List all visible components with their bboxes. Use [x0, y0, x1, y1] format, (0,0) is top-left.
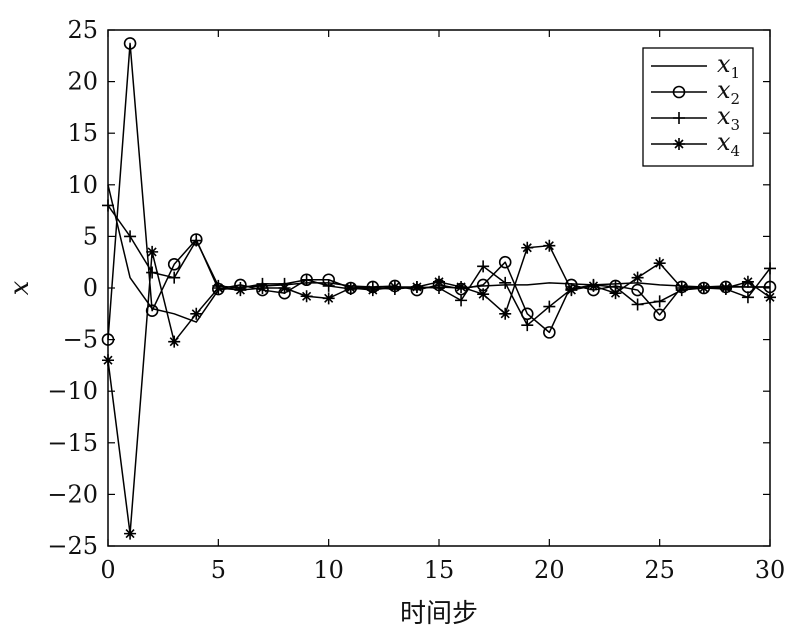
data-point-x2	[167, 257, 181, 271]
data-point-x4	[278, 282, 291, 294]
data-point-x3	[499, 276, 512, 289]
legend-label-x4: x4	[717, 128, 740, 160]
x-tick-label: 25	[644, 556, 675, 584]
data-point-x4	[212, 282, 225, 294]
data-point-x4	[609, 287, 622, 300]
x-tick-label: 0	[100, 556, 115, 584]
y-tick-label: 15	[67, 119, 98, 147]
data-point-x4	[543, 239, 556, 252]
y-tick-label: −5	[63, 326, 98, 354]
y-tick-label: 0	[83, 274, 98, 302]
data-point-x4	[587, 279, 600, 292]
y-axis-label: x	[5, 280, 35, 295]
data-point-x2	[498, 255, 512, 269]
data-point-x4	[433, 275, 445, 288]
y-tick-label: −10	[47, 377, 98, 405]
data-point-x4	[190, 307, 203, 320]
data-point-x3	[168, 271, 181, 284]
tick-labels: 0 5 10 15 20 25 30 25 20 15 10 5 0 −5 −10 −15 −20 −25	[47, 16, 785, 584]
data-point-x4	[697, 282, 710, 294]
legend-label-x1: x1	[717, 50, 740, 82]
data-point-x4	[741, 275, 754, 288]
data-point-x4	[565, 284, 578, 297]
data-point-x4	[124, 527, 137, 540]
x-axis-label: 时间步	[400, 599, 478, 629]
data-point-x4	[675, 282, 688, 294]
data-point-x4	[477, 288, 490, 301]
data-point-x2	[653, 308, 666, 322]
data-point-x3	[477, 260, 490, 273]
data-point-x2	[145, 304, 159, 318]
data-point-x4	[234, 284, 247, 297]
legend-marker-x2	[672, 85, 686, 99]
data-point-x3	[543, 300, 556, 313]
data-point-x3	[653, 295, 666, 308]
data-point-x4	[344, 282, 357, 294]
y-tick-label: 25	[67, 16, 98, 44]
data-point-x2	[123, 37, 137, 50]
legend-label-x3: x3	[717, 102, 740, 134]
data-point-x4	[388, 280, 401, 293]
legend-marker-x3	[673, 112, 685, 124]
y-tick-label: 5	[83, 222, 98, 250]
x-tick-label: 10	[313, 556, 344, 584]
data-point-x3	[190, 234, 203, 247]
series-markers	[101, 37, 777, 540]
legend-label-x2: x2	[717, 76, 740, 108]
data-point-x3	[631, 298, 644, 311]
data-point-x4	[256, 282, 269, 294]
data-point-x4	[499, 307, 512, 320]
legend-box	[642, 47, 754, 167]
x-tick-label: 5	[211, 556, 226, 584]
data-point-x3	[455, 294, 468, 307]
data-point-x4	[521, 241, 534, 254]
x-tick-label: 15	[424, 556, 455, 584]
data-point-x4	[653, 257, 666, 270]
y-tick-label: −25	[47, 532, 98, 560]
y-tick-label: 10	[67, 171, 98, 199]
data-point-x3	[146, 266, 159, 279]
data-point-x4	[719, 282, 732, 294]
data-point-x4	[168, 335, 181, 348]
data-point-x4	[146, 245, 159, 258]
y-tick-label: 20	[67, 68, 98, 96]
data-point-x4	[366, 284, 379, 297]
data-point-x3	[741, 291, 754, 304]
data-point-x2	[543, 326, 556, 339]
data-point-x3	[124, 230, 137, 243]
plot-frame	[107, 29, 771, 547]
y-tick-label: −20	[47, 480, 98, 508]
data-point-x2	[631, 283, 644, 297]
data-point-x3	[521, 319, 534, 332]
y-tick-label: −15	[47, 429, 98, 457]
x-tick-label: 30	[755, 556, 786, 584]
legend-marker-x4	[673, 138, 685, 150]
data-point-x4	[410, 280, 423, 293]
data-point-x4	[631, 271, 644, 284]
x-tick-label: 20	[534, 556, 565, 584]
data-point-x4	[455, 280, 468, 293]
data-point-x3	[300, 273, 313, 286]
data-point-x4	[300, 290, 313, 303]
data-point-x4	[322, 292, 335, 305]
data-point-x3	[322, 279, 335, 292]
